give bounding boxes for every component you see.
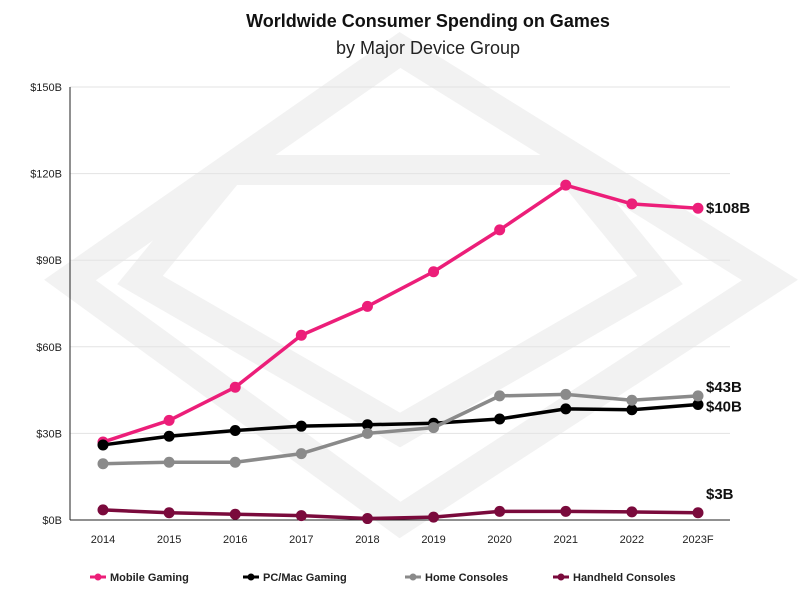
data-point [494, 505, 506, 517]
data-point [560, 388, 572, 400]
x-tick-label: 2016 [223, 534, 247, 546]
data-point [361, 513, 373, 525]
legend: Mobile Gaming PC/Mac Gaming Home Consoles H… [90, 572, 676, 584]
gridlines [70, 86, 730, 434]
series-line [102, 183, 699, 444]
y-tick-label: $30B [36, 428, 62, 440]
end-label-mobile-gaming: $108B [706, 200, 750, 217]
data-point [361, 419, 373, 431]
end-label-home-consoles: $43B [706, 379, 742, 396]
data-point [97, 458, 109, 470]
data-point [229, 456, 241, 468]
end-labels: $108B $40B $43B $3B [706, 200, 750, 503]
series-home-consoles [97, 388, 704, 470]
data-point [428, 266, 440, 278]
legend-item-pc-mac-gaming: PC/Mac Gaming [243, 572, 347, 584]
y-tick-label: $120B [30, 169, 62, 181]
x-tick-label: 2017 [289, 534, 313, 546]
data-point [163, 456, 175, 468]
legend-swatch-marker [247, 573, 255, 581]
y-axis-ticks: $0B $30B $60B $90B $120B $150B [30, 82, 62, 527]
data-point [560, 505, 572, 517]
legend-label: Mobile Gaming [110, 572, 189, 584]
legend-swatch-marker [94, 573, 102, 581]
data-point [229, 381, 241, 393]
data-point [494, 224, 506, 236]
data-point [494, 413, 506, 425]
series-pc-mac-gaming [97, 399, 704, 451]
series-layer [97, 179, 704, 525]
watermark-diamond [44, 32, 798, 539]
series-mobile-gaming [97, 179, 704, 448]
x-tick-label: 2021 [554, 534, 578, 546]
data-point [692, 399, 704, 411]
x-tick-label: 2019 [421, 534, 445, 546]
y-tick-label: $150B [30, 82, 62, 94]
legend-label: Home Consoles [425, 572, 508, 584]
data-point [626, 394, 638, 406]
x-tick-label: 2020 [487, 534, 511, 546]
legend-item-handheld-consoles: Handheld Consoles [553, 572, 676, 584]
x-tick-label: 2023F [682, 534, 713, 546]
series-handheld-consoles [97, 504, 704, 525]
series-line [102, 402, 699, 447]
data-point [295, 510, 307, 522]
x-tick-label: 2015 [157, 534, 181, 546]
legend-label: Handheld Consoles [573, 572, 676, 584]
y-tick-label: $60B [36, 342, 62, 354]
legend-swatch-marker [409, 573, 417, 581]
data-point [692, 202, 704, 214]
data-point [560, 403, 572, 415]
data-point [295, 448, 307, 460]
data-point [97, 439, 109, 451]
data-point [494, 390, 506, 402]
series-line [102, 508, 699, 521]
data-point [560, 179, 572, 191]
data-point [626, 404, 638, 416]
data-point [163, 507, 175, 519]
legend-label: PC/Mac Gaming [263, 572, 347, 584]
legend-swatch-marker [557, 573, 565, 581]
data-point [692, 507, 704, 519]
data-point [361, 427, 373, 439]
data-point [229, 425, 241, 437]
chart-subtitle: by Major Device Group [336, 38, 520, 58]
data-point [229, 508, 241, 520]
x-tick-label: 2022 [620, 534, 644, 546]
chart-title: Worldwide Consumer Spending on Games [246, 11, 610, 31]
data-point [163, 414, 175, 426]
data-point [692, 390, 704, 402]
x-axis-ticks: 2014 2015 2016 2017 2018 2019 2020 2021 2022 2023… [91, 534, 714, 546]
y-tick-label: $90B [36, 255, 62, 267]
x-tick-label: 2018 [355, 534, 379, 546]
data-point [361, 300, 373, 312]
x-tick-label: 2014 [91, 534, 115, 546]
data-point [295, 420, 307, 432]
data-point [428, 422, 440, 434]
data-point [163, 430, 175, 442]
end-label-handheld-consoles: $3B [706, 486, 734, 503]
y-tick-label: $0B [42, 515, 62, 527]
data-point [295, 329, 307, 341]
legend-item-mobile-gaming: Mobile Gaming [90, 572, 189, 584]
data-point [626, 198, 638, 210]
end-label-pc-mac-gaming: $40B [706, 399, 742, 416]
data-point [626, 506, 638, 518]
data-point [428, 511, 440, 523]
data-point [97, 504, 109, 516]
legend-item-home-consoles: Home Consoles [405, 572, 508, 584]
series-line [102, 392, 699, 466]
